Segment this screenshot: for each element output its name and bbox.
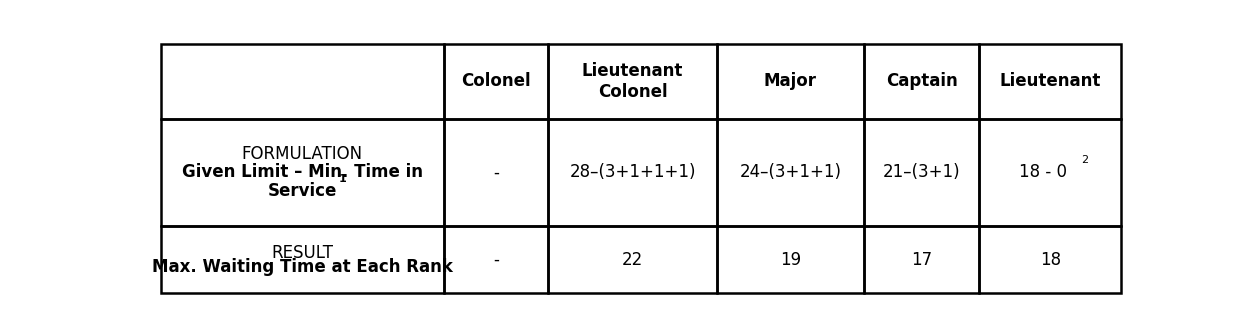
Bar: [161, 226, 443, 293]
Bar: [716, 119, 864, 226]
Bar: [980, 226, 1121, 293]
Text: 18: 18: [1040, 251, 1061, 269]
Bar: [548, 226, 716, 293]
Bar: [980, 44, 1121, 119]
Bar: [980, 119, 1121, 226]
Text: -: -: [493, 163, 499, 181]
Bar: [443, 226, 548, 293]
Bar: [864, 44, 980, 119]
Text: 19: 19: [780, 251, 801, 269]
Text: 1: 1: [339, 174, 347, 184]
Text: Lieutenant: Lieutenant: [1000, 72, 1101, 91]
Text: 2: 2: [1081, 155, 1088, 165]
Text: Given Limit – Min. Time in: Given Limit – Min. Time in: [182, 163, 423, 181]
Text: Lieutenant
Colonel: Lieutenant Colonel: [582, 62, 683, 101]
Text: FORMULATION: FORMULATION: [242, 145, 363, 163]
Bar: [716, 44, 864, 119]
Bar: [443, 44, 548, 119]
Text: -: -: [493, 251, 499, 269]
Bar: [548, 119, 716, 226]
Bar: [443, 119, 548, 226]
Text: Colonel: Colonel: [461, 72, 530, 91]
Text: Captain: Captain: [886, 72, 957, 91]
Text: Service: Service: [267, 182, 337, 200]
Bar: [864, 226, 980, 293]
Bar: [161, 44, 443, 119]
Text: 22: 22: [622, 251, 643, 269]
Text: 21–(3+1): 21–(3+1): [882, 163, 961, 181]
Text: Max. Waiting Time at Each Rank: Max. Waiting Time at Each Rank: [152, 258, 453, 276]
Bar: [716, 226, 864, 293]
Text: RESULT: RESULT: [271, 243, 333, 262]
Text: 18 - 0: 18 - 0: [1018, 163, 1067, 181]
Bar: [548, 44, 716, 119]
Text: 17: 17: [911, 251, 932, 269]
Text: 28–(3+1+1+1): 28–(3+1+1+1): [569, 163, 696, 181]
Text: Major: Major: [764, 72, 817, 91]
Bar: [864, 119, 980, 226]
Bar: [161, 119, 443, 226]
Text: 24–(3+1+1): 24–(3+1+1): [740, 163, 841, 181]
